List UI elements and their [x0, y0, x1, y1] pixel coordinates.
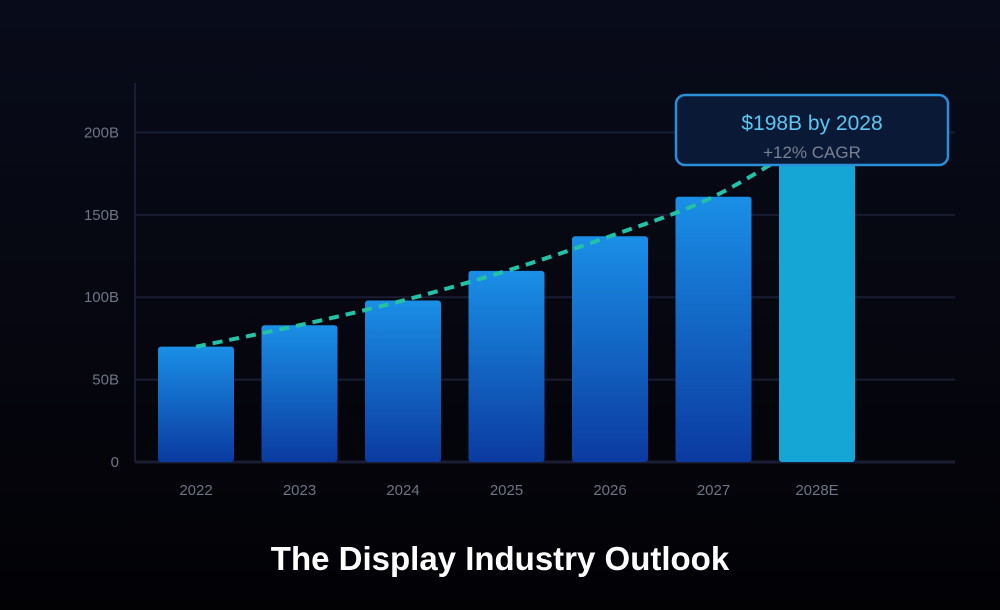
y-tick-label: 0: [111, 454, 119, 471]
trend-line: [195, 134, 819, 349]
x-tick-label: 2026: [593, 482, 626, 499]
bar-2026: [572, 236, 648, 462]
x-tick-label: 2025: [490, 482, 523, 499]
callout-subtext: +12% CAGR: [763, 143, 861, 162]
bar-2024: [365, 300, 441, 462]
callout-background: [674, 93, 950, 167]
y-tick-label: 100B: [84, 289, 119, 306]
bar-2023: [261, 325, 338, 462]
bars: [158, 135, 855, 462]
y-axis: 0 50B 100B 150B 200B: [84, 83, 136, 471]
x-tick-label: 2024: [386, 482, 419, 499]
bar-2025: [468, 270, 545, 462]
x-tick-label: 2028E: [795, 482, 838, 499]
y-tick-label: 50B: [92, 372, 119, 389]
callout-box: $198B by 2028 +12% CAGR: [674, 93, 950, 167]
x-tick-label: 2022: [179, 482, 212, 499]
callout-headline: $198B by 2028: [741, 112, 882, 135]
y-tick-label: 200B: [84, 124, 119, 141]
y-tick-label: 150B: [84, 207, 119, 224]
x-tick-label: 2027: [697, 482, 730, 499]
bar-2027: [675, 196, 752, 462]
x-axis: 2022 2023 2024 2025 2026 2027 2028E: [179, 482, 838, 499]
page-title: The Display Industry Outlook: [270, 540, 730, 577]
x-tick-label: 2023: [283, 482, 316, 499]
bar-2022: [158, 346, 234, 462]
bar-2028E: [779, 135, 855, 462]
